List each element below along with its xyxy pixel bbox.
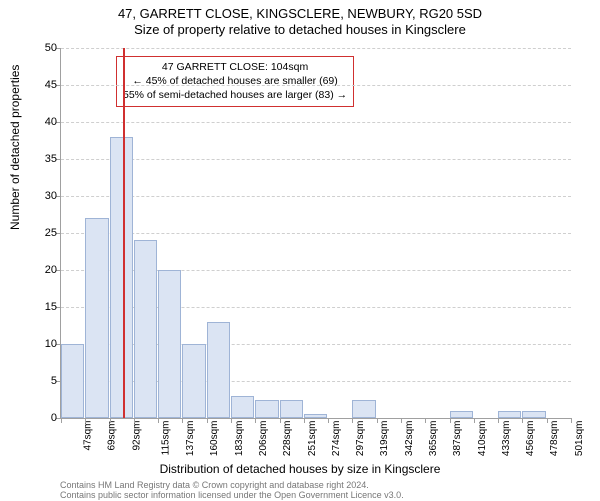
gridline — [61, 48, 571, 49]
xtick-label: 478sqm — [550, 421, 561, 457]
gridline — [61, 196, 571, 197]
info-line-3: 55% of semi-detached houses are larger (… — [123, 88, 347, 102]
gridline — [61, 85, 571, 86]
ytick-label: 50 — [33, 42, 57, 54]
xtick-label: 183sqm — [234, 421, 245, 457]
page-title-line1: 47, GARRETT CLOSE, KINGSCLERE, NEWBURY, … — [0, 6, 600, 21]
gridline — [61, 159, 571, 160]
xtick-label: 342sqm — [404, 421, 415, 457]
histogram-bar — [85, 218, 108, 418]
ytick-label: 25 — [33, 227, 57, 239]
xtick-label: 137sqm — [185, 421, 196, 457]
xtick-label: 319sqm — [380, 421, 391, 457]
xtick-mark — [61, 418, 62, 423]
xtick-mark — [498, 418, 499, 423]
ytick-label: 20 — [33, 264, 57, 276]
ytick-label: 30 — [33, 190, 57, 202]
xtick-mark — [110, 418, 111, 423]
marker-info-box: 47 GARRETT CLOSE: 104sqm ← 45% of detach… — [116, 56, 354, 107]
xtick-mark — [255, 418, 256, 423]
xtick-label: 206sqm — [258, 421, 269, 457]
ytick-label: 35 — [33, 153, 57, 165]
xtick-label: 228sqm — [282, 421, 293, 457]
xtick-label: 251sqm — [307, 421, 318, 457]
xtick-mark — [474, 418, 475, 423]
histogram-bar — [352, 400, 375, 419]
page-title-line2: Size of property relative to detached ho… — [0, 22, 600, 37]
ytick-label: 5 — [33, 375, 57, 387]
xtick-label: 410sqm — [477, 421, 488, 457]
xtick-label: 160sqm — [210, 421, 221, 457]
xtick-label: 387sqm — [452, 421, 463, 457]
histogram-bar — [61, 344, 84, 418]
xtick-mark — [85, 418, 86, 423]
histogram-bar — [280, 400, 303, 419]
histogram-bar — [450, 411, 473, 418]
xtick-label: 92sqm — [131, 421, 142, 451]
ytick-label: 0 — [33, 412, 57, 424]
xtick-mark — [158, 418, 159, 423]
xtick-label: 297sqm — [355, 421, 366, 457]
histogram-bar — [498, 411, 521, 418]
footer-line-2: Contains public sector information licen… — [60, 490, 404, 500]
xtick-label: 115sqm — [160, 421, 171, 456]
xtick-mark — [401, 418, 402, 423]
histogram-bar — [231, 396, 254, 418]
gridline — [61, 122, 571, 123]
xtick-label: 274sqm — [331, 421, 342, 457]
xtick-label: 433sqm — [501, 421, 512, 457]
xtick-mark — [134, 418, 135, 423]
histogram-bar — [158, 270, 181, 418]
histogram-bar — [182, 344, 205, 418]
marker-line — [123, 48, 125, 418]
ytick-label: 45 — [33, 79, 57, 91]
xtick-label: 501sqm — [574, 421, 585, 457]
xtick-mark — [571, 418, 572, 423]
xtick-mark — [377, 418, 378, 423]
histogram-bar — [207, 322, 230, 418]
xtick-mark — [207, 418, 208, 423]
xtick-label: 365sqm — [428, 421, 439, 457]
y-axis-label: Number of detached properties — [8, 65, 22, 230]
gridline — [61, 233, 571, 234]
histogram-bar — [110, 137, 133, 418]
xtick-mark — [425, 418, 426, 423]
ytick-label: 15 — [33, 301, 57, 313]
footer-line-1: Contains HM Land Registry data © Crown c… — [60, 480, 404, 490]
xtick-mark — [280, 418, 281, 423]
info-line-1: 47 GARRETT CLOSE: 104sqm — [123, 60, 347, 74]
histogram-bar — [255, 400, 278, 419]
xtick-mark — [450, 418, 451, 423]
xtick-mark — [328, 418, 329, 423]
xtick-mark — [522, 418, 523, 423]
xtick-mark — [231, 418, 232, 423]
xtick-label: 69sqm — [107, 421, 118, 451]
x-axis-label: Distribution of detached houses by size … — [0, 462, 600, 476]
xtick-mark — [547, 418, 548, 423]
xtick-mark — [304, 418, 305, 423]
ytick-label: 10 — [33, 338, 57, 350]
histogram-bar — [134, 240, 157, 418]
xtick-label: 47sqm — [83, 421, 94, 451]
xtick-mark — [352, 418, 353, 423]
info-line-2: ← 45% of detached houses are smaller (69… — [123, 74, 347, 88]
xtick-mark — [182, 418, 183, 423]
xtick-label: 456sqm — [525, 421, 536, 457]
histogram-bar — [304, 414, 327, 418]
chart-plot-area: 47 GARRETT CLOSE: 104sqm ← 45% of detach… — [60, 48, 571, 419]
histogram-bar — [522, 411, 545, 418]
footer-attribution: Contains HM Land Registry data © Crown c… — [60, 480, 404, 501]
ytick-label: 40 — [33, 116, 57, 128]
